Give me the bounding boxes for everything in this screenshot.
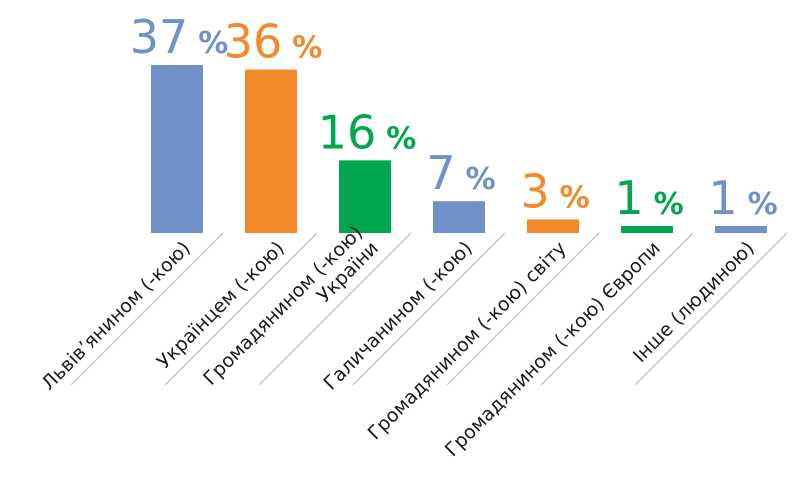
tick-leader-line bbox=[540, 232, 694, 386]
data-label: 3% bbox=[520, 164, 589, 218]
tick-leader-line bbox=[258, 232, 412, 386]
category-tick-label: Громадянином (-кою) світу bbox=[364, 237, 571, 444]
data-label-unit: % bbox=[654, 187, 684, 222]
tick-leader-line bbox=[164, 232, 318, 386]
tick-leader-line bbox=[352, 232, 506, 386]
category-tick-label-line: Львів’янином (-кою) bbox=[37, 237, 194, 394]
tick-leader-line bbox=[446, 232, 600, 386]
category-tick-label: Львів’янином (-кою) bbox=[37, 237, 194, 394]
bar bbox=[151, 65, 203, 233]
data-label-unit: % bbox=[386, 121, 416, 156]
tick-leader-line bbox=[634, 232, 788, 386]
data-label-unit: % bbox=[466, 162, 496, 197]
data-label-number: 7 bbox=[426, 146, 455, 200]
tick-leader-line bbox=[70, 232, 224, 386]
data-label-number: 3 bbox=[520, 164, 549, 218]
category-tick-label-line: Громадянином (-кою) світу bbox=[364, 237, 571, 444]
data-label: 7% bbox=[426, 146, 495, 200]
data-label-number: 16 bbox=[318, 105, 377, 159]
bar bbox=[245, 69, 297, 233]
data-label-number: 36 bbox=[224, 15, 283, 69]
bar bbox=[433, 201, 485, 233]
data-label-unit: % bbox=[292, 31, 322, 66]
bar bbox=[339, 160, 391, 233]
data-label-number: 1 bbox=[708, 171, 737, 225]
data-label-number: 1 bbox=[614, 171, 643, 225]
data-label-number: 37 bbox=[130, 10, 189, 64]
data-label-unit: % bbox=[198, 26, 228, 61]
data-label: 16% bbox=[318, 105, 417, 159]
data-label-unit: % bbox=[748, 187, 778, 222]
data-label-unit: % bbox=[560, 180, 590, 215]
data-label: 37% bbox=[130, 10, 229, 64]
data-label: 36% bbox=[224, 15, 323, 69]
data-label: 1% bbox=[614, 171, 683, 225]
bar bbox=[715, 226, 767, 233]
data-label: 1% bbox=[708, 171, 777, 225]
bar bbox=[621, 226, 673, 233]
bar bbox=[527, 219, 579, 233]
